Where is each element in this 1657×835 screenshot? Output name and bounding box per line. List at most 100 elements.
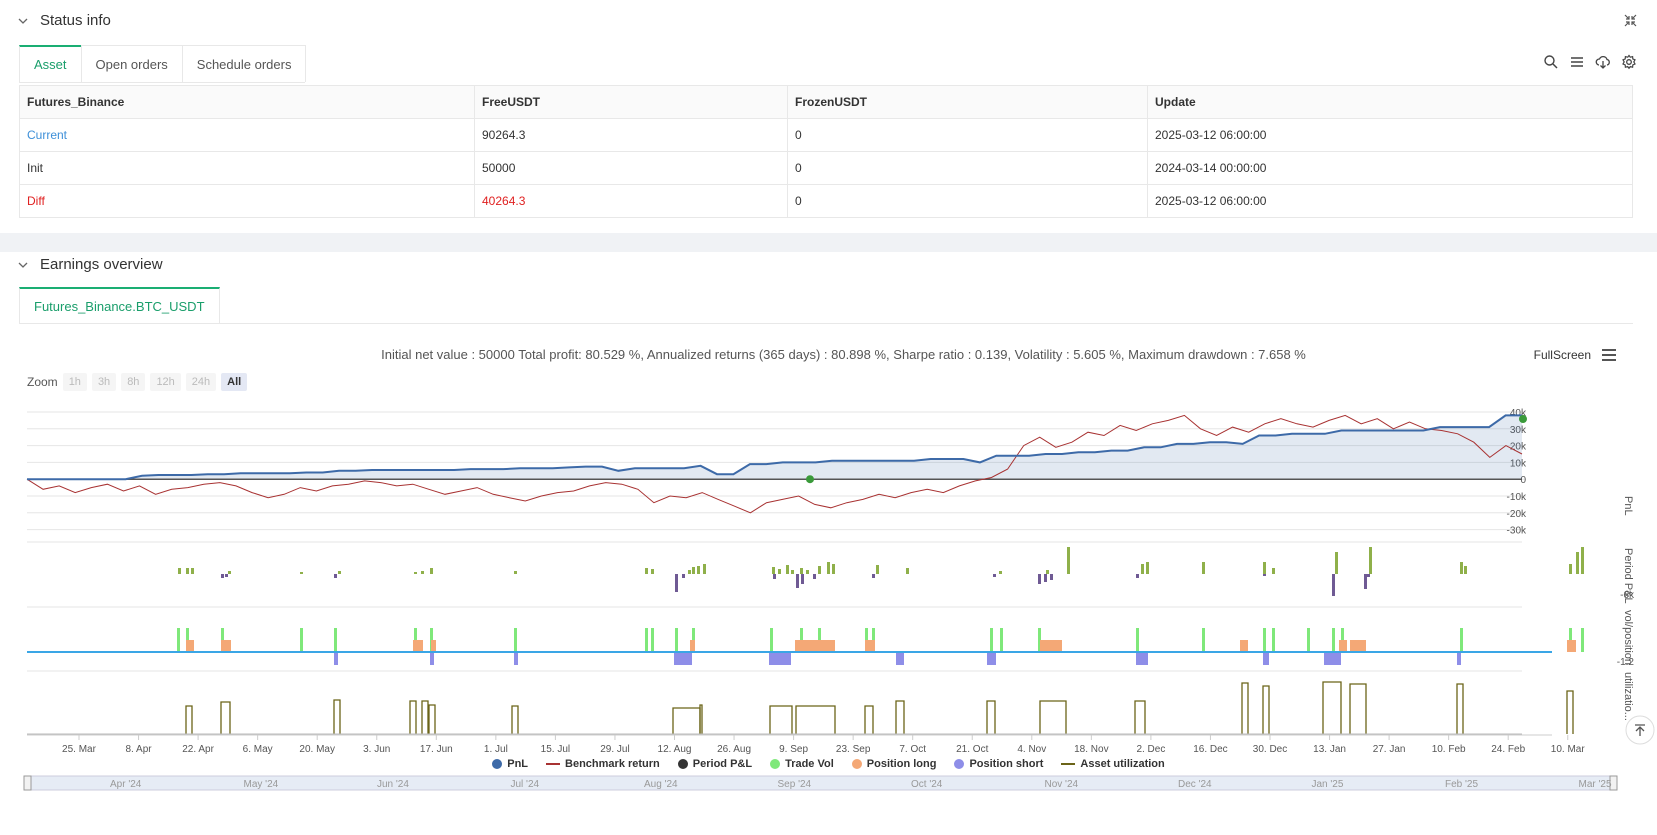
position-long-block xyxy=(1339,640,1347,652)
period-pnl-bar xyxy=(796,574,799,588)
status-header[interactable]: Status info xyxy=(18,12,111,29)
table-toolbar xyxy=(1543,54,1637,70)
list-icon[interactable] xyxy=(1569,54,1585,70)
period-pnl-bar xyxy=(703,564,706,574)
trade-vol-bar xyxy=(1263,628,1266,652)
summary-stats: Initial net value : 50000 Total profit: … xyxy=(381,347,1306,362)
x-tick-label: 18. Nov xyxy=(1074,744,1108,755)
zoom-1h[interactable]: 1h xyxy=(62,373,87,391)
row-label-current[interactable]: Current xyxy=(19,118,475,152)
period-pnl-tick: -6k xyxy=(1620,590,1635,601)
period-pnl-bar xyxy=(1050,574,1053,580)
period-pnl-bar xyxy=(800,568,803,574)
period-pnl-bar xyxy=(1581,547,1584,574)
range-label: Mar '25 xyxy=(1579,779,1612,790)
utilization-step xyxy=(1134,700,1146,734)
table-row: Current 90264.3 0 2025-03-12 06:00:00 xyxy=(19,118,1633,152)
asset-table: Futures_Binance FreeUSDT FrozenUSDT Upda… xyxy=(19,85,1633,218)
fullscreen-button[interactable]: FullScreen xyxy=(1533,348,1591,362)
position-long-block xyxy=(1567,640,1576,652)
period-pnl-bar xyxy=(300,572,303,574)
trade-vol-bar xyxy=(334,628,337,652)
position-short-block xyxy=(896,652,904,665)
utilization-step xyxy=(769,705,793,734)
pnl-tick-label: -20k xyxy=(1507,509,1527,520)
chart-legend: PnL Benchmark return Period P&L Trade Vo… xyxy=(0,758,1657,770)
x-tick-label: 29. Jul xyxy=(600,744,629,755)
period-pnl-bar xyxy=(1569,564,1572,574)
x-tick-label: 3. Jun xyxy=(363,744,390,755)
range-label: Oct '24 xyxy=(911,779,943,790)
zoom-8h[interactable]: 8h xyxy=(121,373,146,391)
period-pnl-bar xyxy=(1464,566,1467,574)
cloud-download-icon[interactable] xyxy=(1595,54,1611,70)
trade-vol-bar xyxy=(1038,628,1041,652)
pnl-tick-label: 10k xyxy=(1510,458,1527,469)
period-pnl-bar xyxy=(773,574,776,579)
x-tick-label: 17. Jun xyxy=(420,744,453,755)
position-long-block xyxy=(690,640,695,652)
row-label-diff: Diff xyxy=(19,184,475,218)
utilization-step xyxy=(1566,690,1574,734)
tab-symbol[interactable]: Futures_Binance.BTC_USDT xyxy=(19,287,220,323)
position-short-block xyxy=(1136,652,1148,665)
period-pnl-bar xyxy=(778,569,781,574)
tab-schedule-orders[interactable]: Schedule orders xyxy=(181,45,307,82)
earnings-header[interactable]: Earnings overview xyxy=(18,256,163,273)
trade-vol-bar xyxy=(770,628,773,652)
zoom-24h[interactable]: 24h xyxy=(185,373,217,391)
pnl-tick-label: -30k xyxy=(1507,526,1527,537)
tab-asset[interactable]: Asset xyxy=(19,45,82,82)
period-pnl-bar xyxy=(1576,552,1579,574)
pnl-tick-label: 0 xyxy=(1520,475,1526,486)
period-pnl-bar xyxy=(692,567,695,574)
collapse-fullscreen-icon[interactable] xyxy=(1624,14,1637,27)
utilization-step xyxy=(1349,683,1367,734)
menu-icon[interactable] xyxy=(1601,348,1617,362)
zoom-all[interactable]: All xyxy=(221,373,248,391)
period-pnl-bar xyxy=(791,570,794,574)
legend-trade-vol[interactable]: Trade Vol xyxy=(770,758,834,770)
cell-frozen: 0 xyxy=(787,184,1148,218)
range-label: Jun '24 xyxy=(377,779,409,790)
range-label: Feb '25 xyxy=(1445,779,1478,790)
period-pnl-bar xyxy=(697,566,700,574)
period-pnl-bar xyxy=(827,562,830,574)
x-tick-label: 1. Jul xyxy=(484,744,508,755)
period-pnl-bar xyxy=(225,574,228,577)
gear-icon[interactable] xyxy=(1621,54,1637,70)
position-long-block xyxy=(1040,640,1062,652)
search-icon[interactable] xyxy=(1543,54,1559,70)
tab-open-orders[interactable]: Open orders xyxy=(80,45,183,82)
earnings-tabs: Futures_Binance.BTC_USDT xyxy=(19,287,1633,324)
trade-vol-bar xyxy=(177,628,180,652)
period-pnl-bar xyxy=(993,574,996,577)
legend-utilization[interactable]: Asset utilization xyxy=(1061,758,1165,770)
range-label: Jul '24 xyxy=(511,779,540,790)
utilization-step xyxy=(795,705,836,734)
trade-vol-bar xyxy=(1000,628,1003,652)
legend-benchmark[interactable]: Benchmark return xyxy=(546,758,660,770)
earnings-title: Earnings overview xyxy=(40,256,163,273)
legend-position-short[interactable]: Position short xyxy=(954,758,1043,770)
period-pnl-bar xyxy=(1335,552,1338,574)
legend-period-pnl[interactable]: Period P&L xyxy=(677,758,752,770)
legend-pnl[interactable]: PnL xyxy=(492,758,528,770)
x-tick-label: 21. Oct xyxy=(956,744,988,755)
range-label: Jan '25 xyxy=(1312,779,1344,790)
utilization-step xyxy=(1322,681,1342,734)
period-pnl-bar xyxy=(1332,574,1335,596)
x-tick-label: 2. Dec xyxy=(1136,744,1165,755)
period-pnl-bar xyxy=(786,565,789,574)
utilization-step xyxy=(421,700,429,734)
period-pnl-bar xyxy=(682,574,685,578)
period-pnl-bar xyxy=(430,568,433,574)
pnl-tick-label: 20k xyxy=(1510,442,1527,453)
position-long-block xyxy=(221,640,231,652)
range-label: Dec '24 xyxy=(1178,779,1212,790)
legend-position-long[interactable]: Position long xyxy=(851,758,936,770)
zoom-3h[interactable]: 3h xyxy=(91,373,117,391)
utilization-step xyxy=(333,699,341,734)
zoom-12h[interactable]: 12h xyxy=(150,373,181,391)
